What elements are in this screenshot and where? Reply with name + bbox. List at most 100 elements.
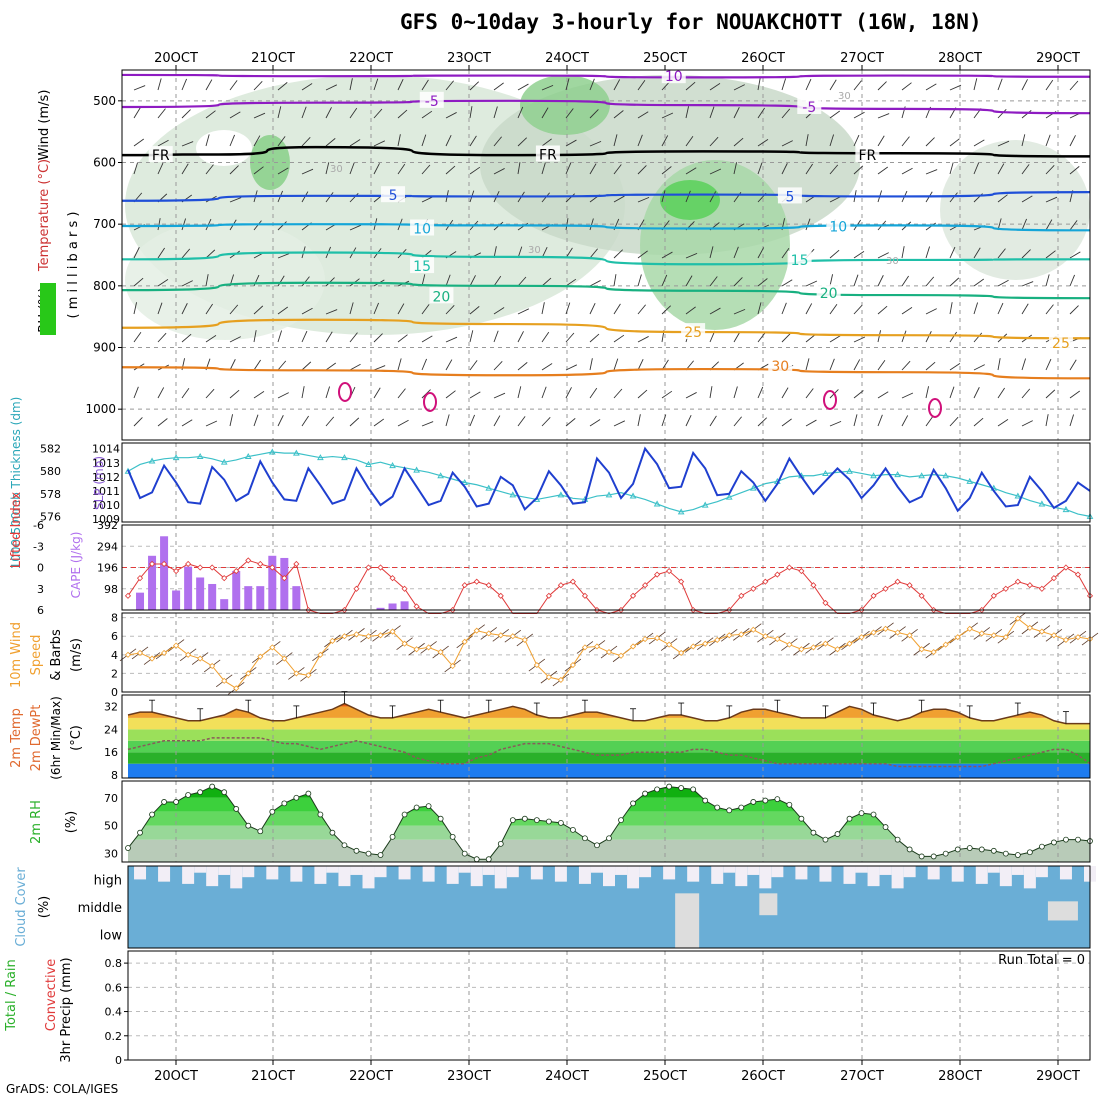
wind-barb: [901, 330, 907, 343]
wind-barb: [445, 359, 453, 371]
rh-point: [1063, 836, 1069, 843]
wind-barb: [829, 196, 841, 203]
wind-barb: [205, 164, 214, 175]
wind-barb: [157, 302, 163, 315]
cape-tick-label: 294: [97, 540, 118, 553]
mid-low-cloud-block: [675, 893, 700, 948]
wind-frame: [121, 612, 1091, 693]
wind-tick-label: 2: [111, 667, 118, 680]
wind-tick-label: 8: [111, 612, 118, 625]
wind-barb: [541, 277, 552, 287]
thickness-point: [1062, 506, 1070, 513]
wind-barb: [949, 162, 954, 175]
lifted-index-point: [774, 571, 781, 578]
cape-bar: [292, 586, 301, 610]
wind-barb: [133, 85, 146, 91]
thickness-series-line: [127, 451, 1091, 517]
thickness-point: [725, 493, 733, 500]
rh-point: [137, 829, 143, 836]
rh-point: [437, 815, 444, 822]
wind-barb: [949, 277, 960, 287]
lifted-index-point: [569, 578, 576, 585]
temp-color-band: [128, 763, 1090, 778]
wind-barb: [397, 419, 409, 427]
wind-barb: [517, 386, 522, 399]
wind-barb: [781, 247, 790, 259]
temp-axis-label-1: 2m Temp: [9, 708, 24, 768]
wind-barb: [469, 275, 476, 287]
wind-speed-point: [1026, 624, 1033, 631]
wind-barb: [829, 79, 837, 91]
wind-barb: [157, 218, 161, 231]
precip-unit-label: 3hr Precip (mm): [59, 957, 74, 1062]
wind-barb: [469, 360, 478, 371]
wind-barb: [1045, 79, 1054, 91]
wind-barb: [877, 391, 889, 399]
wind-barb: [1045, 304, 1054, 315]
wind-barb: [949, 138, 960, 147]
lifted-index-point: [461, 582, 468, 589]
wind-speed-point: [714, 636, 721, 644]
cape-bar: [196, 577, 205, 610]
high-cloud-gap: [398, 866, 411, 880]
precip-tick-label: 0.6: [105, 981, 123, 994]
bottom-date-label: 24OCT: [545, 1069, 589, 1084]
wind-speed-point: [786, 641, 793, 648]
lifted-index-tick-label: -6: [33, 519, 44, 532]
wind-speed-point: [221, 677, 228, 684]
wind-barb: [733, 246, 739, 259]
thickness-point: [822, 469, 829, 476]
rh-color-band: [128, 825, 1090, 840]
wind-barb: [445, 390, 456, 399]
wind-barb: [1045, 134, 1051, 147]
wind-speed-point: [798, 646, 805, 653]
wind-barb: [1045, 196, 1058, 203]
high-cloud-gap: [843, 866, 856, 884]
thickness-point: [942, 472, 950, 479]
wind-barb: [133, 302, 138, 315]
isotherm-label: 10: [829, 220, 847, 236]
thickness-point: [365, 460, 372, 467]
wind-barb: [421, 79, 429, 91]
wind-barb: [493, 360, 503, 371]
wind-speed-point: [581, 644, 589, 651]
high-cloud-gap: [987, 866, 1000, 873]
wind-barb: [613, 110, 624, 119]
rh-point: [269, 808, 276, 815]
wind-barb: [445, 274, 451, 287]
wind-barb: [373, 140, 386, 147]
wind-barb: [181, 163, 189, 175]
wind-barb: [373, 365, 386, 371]
wind-axis-label: Wind (m/s): [37, 90, 52, 161]
wind-barb: [637, 389, 648, 399]
wind-barb: [949, 386, 955, 399]
wind-speed-point: [341, 633, 348, 640]
wind-speed-point: [1062, 636, 1070, 644]
wind-barb: [661, 274, 668, 287]
wind-barb: [253, 112, 266, 119]
cape-bar: [388, 603, 397, 610]
wind-barb: [1045, 250, 1056, 259]
wind-speed-point: [473, 627, 480, 634]
rh-point: [293, 794, 300, 801]
wind-barb: [613, 274, 617, 287]
high-cloud-gap: [855, 866, 868, 873]
lifted-index-point: [413, 603, 420, 610]
wind-barb: [469, 135, 477, 147]
wind-barb: [805, 358, 810, 371]
wind-speed-point: [1050, 632, 1057, 639]
wind-barb: [325, 84, 338, 91]
wind-barb: [661, 414, 667, 427]
high-cloud-gap: [506, 866, 519, 878]
isotherm-label: 10: [413, 221, 431, 237]
rh-point: [533, 817, 540, 824]
rh-shade-blob: [520, 75, 610, 135]
high-cloud-gap: [615, 866, 628, 875]
pressure-tick-label: 700: [93, 217, 116, 231]
thickness-point: [605, 491, 613, 498]
mid-cloud-block: [759, 893, 778, 916]
wind-speed-point: [377, 632, 384, 639]
wind-barb: [277, 330, 283, 343]
wind-barb: [589, 358, 593, 371]
